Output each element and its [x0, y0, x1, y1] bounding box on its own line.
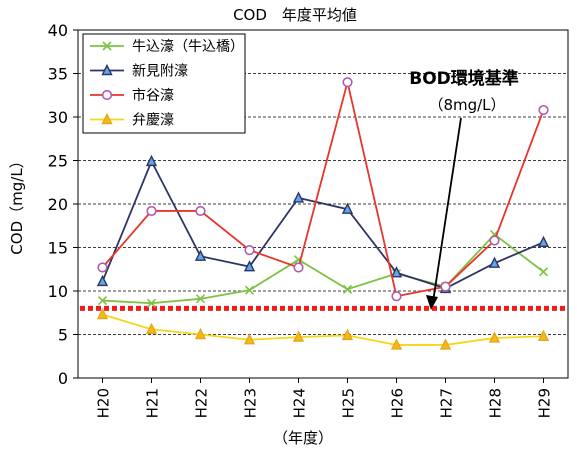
legend-item: 新見附濠 [90, 63, 188, 80]
y-tick-label: 0 [58, 369, 68, 388]
annotation-arrow [432, 117, 462, 303]
x-tick-label: H26 [389, 388, 407, 418]
x-tick-label: H29 [536, 388, 554, 418]
legend-marker [101, 89, 113, 101]
data-point [145, 322, 158, 334]
data-point [97, 262, 108, 273]
data-point [96, 307, 109, 320]
y-tick-label: 10 [48, 282, 68, 301]
data-point [489, 235, 500, 246]
data-point [391, 291, 402, 302]
y-tick-label: 40 [48, 21, 68, 40]
series-line [102, 313, 544, 346]
x-axis: H20 H21 H22 H23 H24 H25 H26 H27 H28 H29 [95, 378, 554, 418]
data-point [488, 331, 501, 343]
series-1 [97, 229, 549, 308]
data-point [439, 338, 452, 350]
data-point [244, 285, 255, 295]
series-4 [96, 307, 550, 350]
x-tick-label: H22 [193, 388, 211, 418]
data-point [194, 327, 207, 340]
data-point [195, 294, 206, 304]
data-point [440, 281, 451, 292]
data-point [537, 235, 550, 247]
legend-marker [101, 63, 113, 76]
x-tick-label: H23 [242, 388, 260, 418]
data-point [390, 266, 403, 278]
legend-label: 牛込濠（牛込橋） [132, 38, 244, 55]
series-group [96, 77, 550, 350]
data-point [341, 202, 354, 214]
legend-label: 市谷濠 [132, 87, 174, 104]
data-point [97, 296, 108, 306]
x-tick-label: H20 [95, 388, 113, 418]
series-line [101, 81, 545, 298]
legend-item: 市谷濠 [90, 87, 174, 104]
data-point [390, 338, 403, 350]
x-tick-label: H21 [144, 388, 162, 418]
y-axis: 0 5 10 15 20 25 30 35 40 [48, 21, 78, 388]
legend-label: 弁慶濠 [132, 112, 174, 129]
annotation: BOD環境基準 （8mg/L） [409, 68, 519, 310]
data-point [292, 191, 305, 203]
data-point [537, 329, 550, 341]
y-tick-label: 35 [48, 65, 68, 84]
legend-item: 弁慶濠 [90, 112, 174, 129]
series-line [102, 233, 545, 305]
chart-title: COD 年度平均値 [233, 6, 357, 24]
x-tick-label: H27 [438, 388, 456, 418]
data-point [243, 333, 256, 345]
data-point [145, 154, 158, 167]
data-point [195, 205, 206, 217]
data-point [341, 328, 354, 341]
data-point [293, 262, 304, 273]
legend-item: 牛込濠（牛込橋） [90, 38, 244, 55]
legend-marker [102, 41, 112, 51]
annotation-line2: （8mg/L） [428, 96, 505, 114]
series-line [101, 159, 544, 290]
y-tick-label: 15 [48, 239, 68, 258]
x-tick-label: H24 [291, 388, 309, 418]
data-point [146, 205, 157, 217]
annotation-arrowhead [426, 295, 438, 310]
legend-box [82, 33, 246, 134]
data-point [488, 256, 501, 268]
y-tick-label: 30 [48, 108, 68, 127]
data-point [292, 330, 305, 342]
data-point [342, 284, 353, 294]
series-2 [96, 154, 550, 294]
y-tick-label: 5 [58, 326, 68, 345]
legend-marker [101, 112, 113, 125]
data-point [96, 274, 109, 287]
data-point [538, 267, 549, 277]
x-tick-label: H25 [340, 388, 358, 418]
data-point [243, 260, 256, 272]
y-tick-label: 25 [48, 152, 68, 171]
y-tick-label: 20 [48, 195, 68, 214]
data-point [146, 298, 157, 308]
series-3 [97, 77, 549, 302]
y-axis-label: COD（mg/L） [8, 153, 26, 254]
x-axis-label: （年度） [273, 429, 333, 447]
legend-label: 新見附濠 [132, 63, 188, 80]
data-point [538, 104, 549, 116]
data-point [244, 245, 255, 256]
data-point [342, 77, 353, 88]
data-point [194, 249, 207, 261]
x-tick-label: H28 [487, 388, 505, 418]
annotation-line1: BOD環境基準 [409, 68, 519, 89]
